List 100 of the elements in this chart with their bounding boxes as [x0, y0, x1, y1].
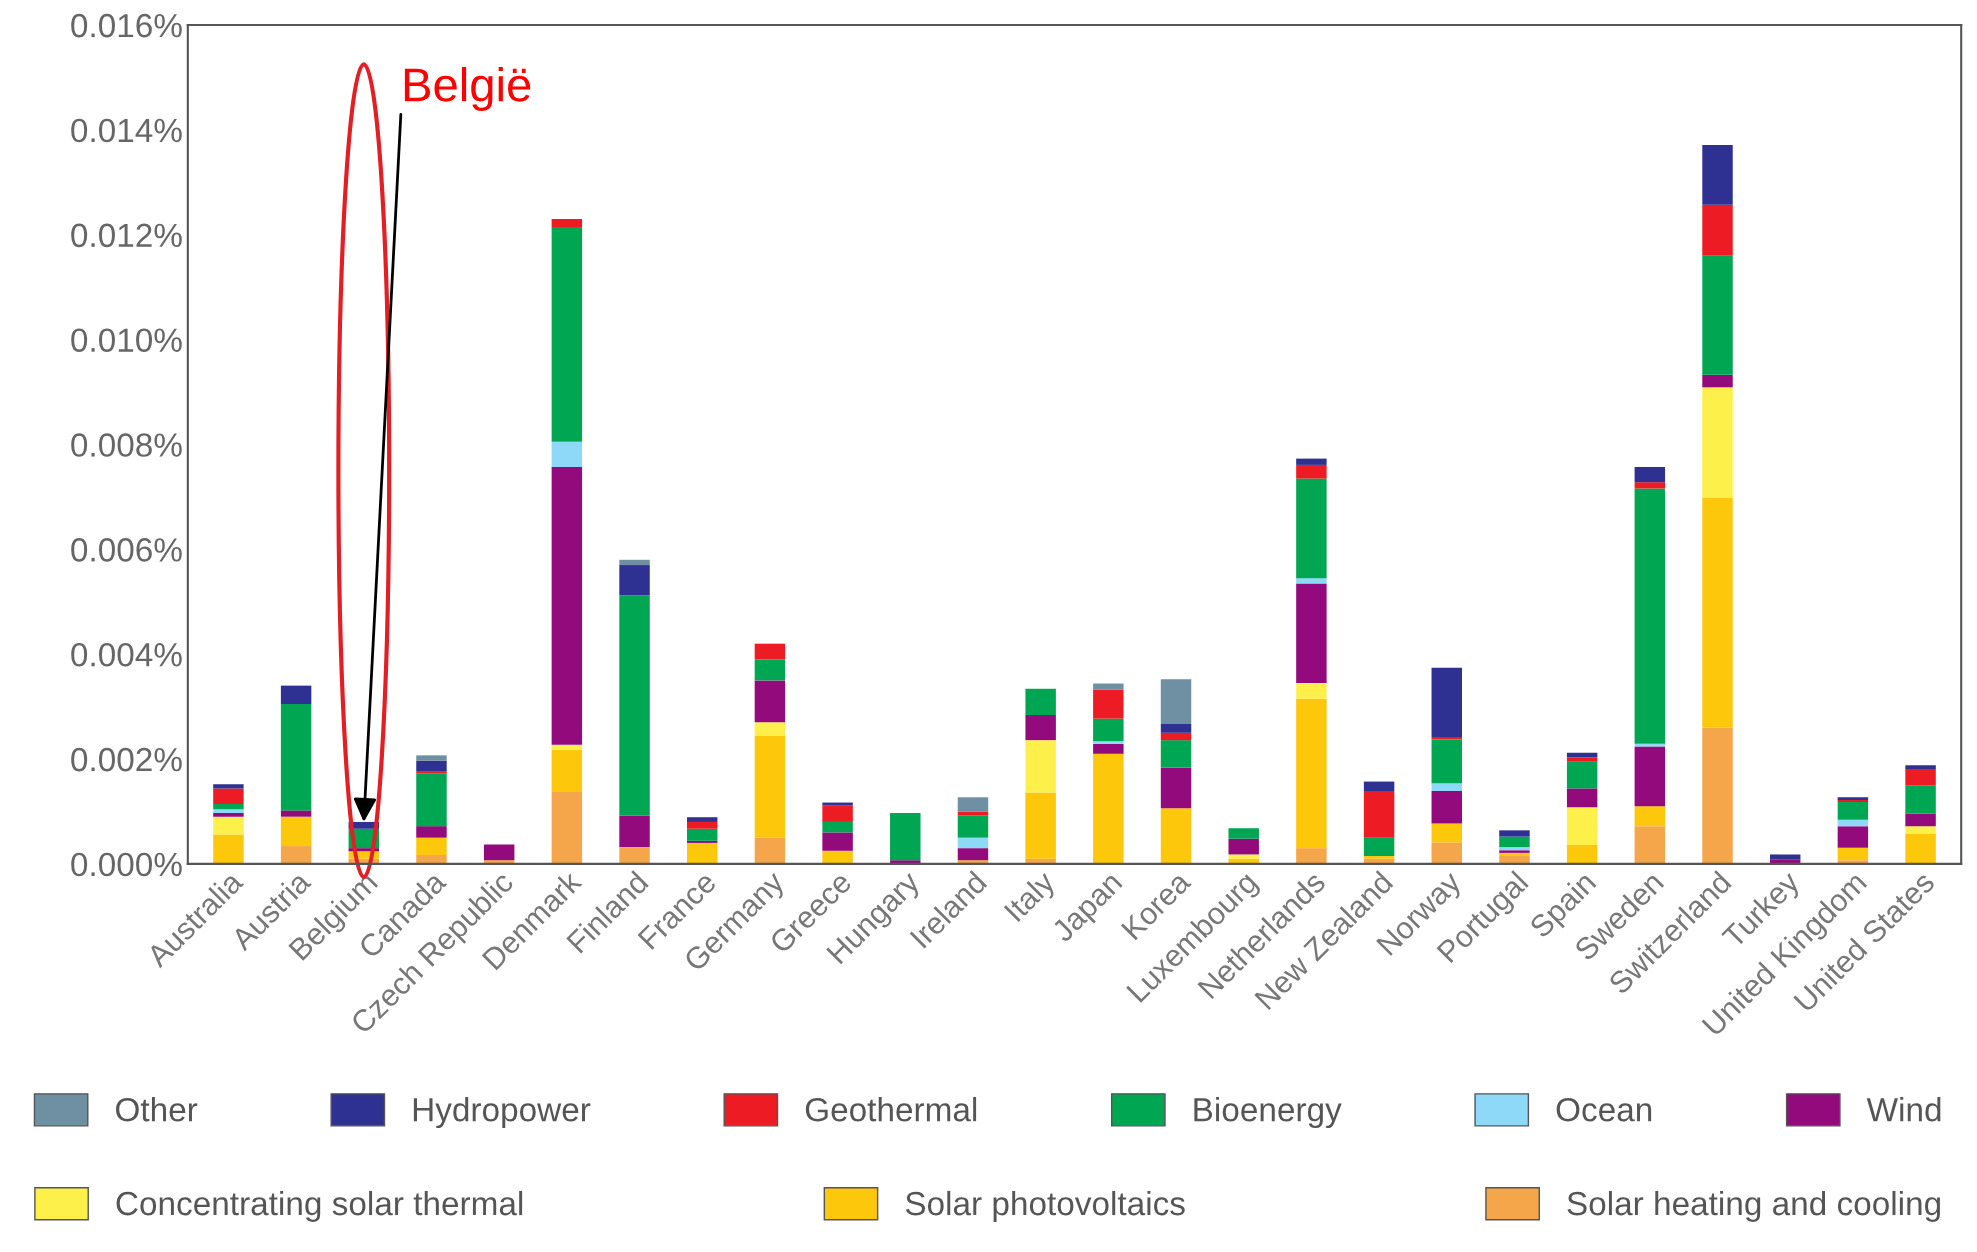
bar — [416, 837, 447, 855]
bar — [1228, 828, 1259, 839]
bar — [416, 854, 447, 864]
y-tick-label: 0.010% — [71, 328, 182, 353]
bar — [213, 804, 244, 810]
y-tick-label: 0.002% — [71, 747, 182, 772]
bar — [1837, 819, 1869, 827]
annotation: België — [404, 66, 531, 111]
bar — [1634, 482, 1666, 489]
y-tick-label: 0.004% — [71, 642, 182, 667]
bar — [213, 834, 244, 864]
bar — [957, 848, 989, 861]
bar — [416, 826, 447, 838]
bar — [551, 750, 583, 793]
bar — [754, 680, 786, 723]
bar — [483, 844, 515, 861]
legend-label: Wind — [1866, 1097, 1941, 1122]
y-tick-label: 0.014% — [71, 118, 182, 143]
bar — [1160, 767, 1192, 809]
bar — [1093, 689, 1124, 719]
bar — [1905, 765, 1936, 769]
bar — [1634, 746, 1666, 807]
bar — [754, 722, 786, 736]
bar — [1702, 497, 1733, 728]
bar — [754, 659, 786, 681]
bar — [1025, 688, 1056, 715]
bar — [1160, 723, 1192, 733]
bar — [1634, 806, 1666, 827]
legend-label: Other — [116, 1097, 198, 1122]
bar — [1905, 768, 1936, 786]
bar — [1634, 488, 1666, 744]
bar — [1499, 830, 1530, 837]
bar — [1296, 464, 1327, 479]
bar — [1093, 741, 1124, 744]
bar — [1093, 753, 1124, 864]
bar — [551, 441, 583, 467]
bar — [1702, 387, 1733, 498]
bar — [822, 832, 853, 851]
bar — [280, 685, 312, 704]
y-tick-label: 0.016% — [71, 13, 182, 38]
bar — [1093, 743, 1124, 754]
bar — [822, 850, 853, 864]
bar — [957, 815, 989, 838]
bar — [280, 816, 312, 847]
bar — [1702, 255, 1733, 375]
bar — [957, 837, 989, 849]
bar — [1499, 836, 1530, 848]
bar — [1296, 478, 1327, 579]
bar — [1025, 740, 1056, 793]
bar — [1702, 145, 1733, 205]
bar — [1566, 757, 1598, 762]
legend-label: Ocean — [1556, 1097, 1652, 1122]
bar — [1905, 826, 1936, 834]
bar — [1431, 739, 1462, 784]
bar — [1499, 856, 1530, 864]
bar — [1363, 791, 1395, 838]
bar — [822, 805, 853, 822]
bar — [1566, 845, 1598, 864]
bar — [551, 226, 583, 442]
bar — [1093, 683, 1124, 690]
bar — [687, 821, 718, 829]
bar — [416, 760, 447, 772]
bar — [1566, 788, 1598, 808]
bar — [1702, 374, 1733, 388]
legend-label: Geothermal — [805, 1097, 977, 1122]
bar — [1431, 737, 1462, 740]
bar — [213, 809, 244, 814]
legend-label: Bioenergy — [1194, 1097, 1342, 1129]
bar — [1296, 848, 1327, 864]
bar — [416, 755, 447, 761]
bar — [1363, 837, 1395, 857]
bar — [213, 784, 244, 789]
bar — [1160, 679, 1192, 724]
bar — [1431, 842, 1462, 864]
bar — [1837, 826, 1869, 848]
bar — [551, 744, 583, 751]
bar — [1499, 852, 1530, 857]
bar — [957, 797, 989, 812]
bar — [1431, 667, 1462, 738]
bar — [1093, 718, 1124, 742]
bar — [1296, 578, 1327, 584]
bar — [416, 771, 447, 774]
bar — [687, 817, 718, 822]
legend-label: Hydropower — [413, 1097, 591, 1129]
bar — [1634, 826, 1666, 864]
bar — [754, 643, 786, 660]
bar — [280, 846, 312, 864]
y-tick-label: 0.008% — [71, 433, 182, 457]
bar — [1702, 204, 1733, 256]
bar — [957, 811, 989, 816]
bar — [1228, 838, 1259, 855]
bar — [551, 467, 583, 745]
bar — [1160, 732, 1192, 741]
bar — [1905, 834, 1936, 864]
bar — [1025, 714, 1056, 741]
bar — [1566, 807, 1598, 846]
bar — [551, 792, 583, 864]
bar — [619, 847, 650, 864]
bar — [213, 788, 244, 805]
bar — [213, 813, 244, 817]
